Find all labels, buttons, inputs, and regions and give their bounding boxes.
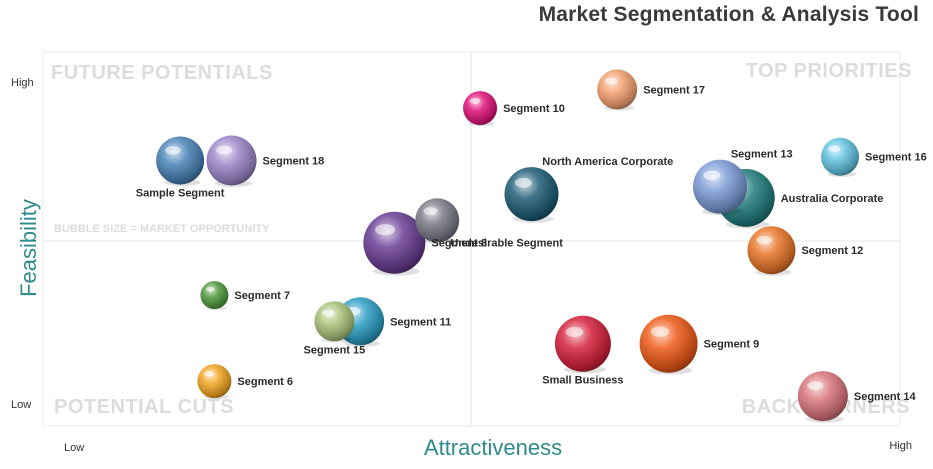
bubble-segment-18[interactable] xyxy=(206,135,257,187)
x-tick-high: High xyxy=(889,440,912,452)
bubble-circle[interactable] xyxy=(821,137,860,176)
bubble-segment-6[interactable] xyxy=(197,364,232,400)
bubble-circle[interactable] xyxy=(693,159,748,214)
bubble-highlight xyxy=(423,207,438,216)
bubble-segment-12[interactable] xyxy=(747,226,796,276)
bubble-label: Sample Segment xyxy=(136,187,225,199)
bubble-label: Segment 17 xyxy=(643,84,705,96)
bubble-segment-13[interactable] xyxy=(693,159,748,216)
bubble-circle[interactable] xyxy=(747,226,796,275)
bubble-highlight xyxy=(604,77,618,85)
bubble-highlight xyxy=(650,326,670,337)
bubble-circle[interactable] xyxy=(639,314,698,373)
bubble-label: Segment 7 xyxy=(234,290,290,302)
y-axis-label: Feasibility xyxy=(16,199,41,297)
bubble-label: Small Business xyxy=(542,375,623,387)
quadrant-label-top-left: FUTURE POTENTIALS xyxy=(51,62,273,84)
y-tick-high: High xyxy=(11,77,34,89)
bubble-sample-segment[interactable] xyxy=(156,136,205,186)
x-tick-low: Low xyxy=(64,442,84,454)
bubble-highlight xyxy=(828,145,841,153)
bubble-circle[interactable] xyxy=(200,281,229,310)
bubble-circle[interactable] xyxy=(504,167,559,222)
bubble-label: Segment 8 xyxy=(431,238,487,250)
bubble-highlight xyxy=(807,381,824,391)
bubble-north-america-corporate[interactable] xyxy=(504,167,559,223)
bubble-highlight xyxy=(205,286,215,292)
bubble-label: Segment 13 xyxy=(731,149,793,161)
bubble-segment-8[interactable] xyxy=(363,211,426,276)
bubble-highlight xyxy=(756,235,772,245)
bubble-circle[interactable] xyxy=(156,136,205,185)
bubble-highlight xyxy=(203,370,215,378)
bubble-highlight xyxy=(165,146,181,155)
bubble-label: North America Corporate xyxy=(542,156,673,168)
bubble-label: Segment 6 xyxy=(237,376,293,388)
bubble-label: Segment 11 xyxy=(390,316,451,328)
bubble-circle[interactable] xyxy=(463,91,498,126)
bubble-circle[interactable] xyxy=(197,364,232,399)
bubble-label: Segment 15 xyxy=(304,344,366,356)
bubble-circle[interactable] xyxy=(206,135,257,186)
bubble-highlight xyxy=(703,170,721,181)
bubble-size-note: BUBBLE SIZE = MARKET OPPORTUNITY xyxy=(54,223,270,235)
quadrant-label-top-right: TOP PRIORITIES xyxy=(746,60,912,82)
quadrant-label-bottom-left: POTENTIAL CUTS xyxy=(54,396,234,418)
bubble-undesirable-segment[interactable] xyxy=(415,198,460,244)
bubble-segment-9[interactable] xyxy=(639,314,698,375)
bubble-segment-7[interactable] xyxy=(200,281,229,310)
bubble-label: Segment 10 xyxy=(503,103,565,115)
bubble-segment-16[interactable] xyxy=(821,137,860,177)
bubble-label: Segment 14 xyxy=(854,391,917,403)
bubble-circle[interactable] xyxy=(797,371,848,422)
y-tick-low: Low xyxy=(11,399,31,411)
bubble-segment-10[interactable] xyxy=(463,91,498,127)
bubble-label: Segment 18 xyxy=(263,155,325,167)
bubble-label: Segment 9 xyxy=(704,339,760,351)
bubble-segment-14[interactable] xyxy=(797,371,848,423)
bubble-circle[interactable] xyxy=(597,69,638,110)
bubble-label: Segment 16 xyxy=(865,152,927,164)
x-axis-label: Attractiveness xyxy=(424,435,562,460)
bubble-circle[interactable] xyxy=(314,301,355,342)
bubble-circle[interactable] xyxy=(554,315,611,372)
bubble-highlight xyxy=(321,309,335,317)
bubble-highlight xyxy=(216,145,233,155)
bubble-highlight xyxy=(514,177,533,188)
bubble-highlight xyxy=(565,326,584,337)
bubble-circle[interactable] xyxy=(415,198,460,243)
bubble-label: Segment 12 xyxy=(801,245,863,257)
bubble-highlight xyxy=(469,97,481,105)
bubble-small-business[interactable] xyxy=(554,315,611,374)
bubble-segment-15[interactable] xyxy=(314,301,355,343)
bubble-label: Australia Corporate xyxy=(781,193,884,205)
bubble-highlight xyxy=(375,224,395,236)
bubble-segment-17[interactable] xyxy=(597,69,638,111)
bubbles-layer: Segment 10 Segment 17 Segment 18 Sample Seg… xyxy=(136,69,927,423)
chart-title: Market Segmentation & Analysis Tool xyxy=(538,3,919,26)
bubble-label: Undesirable Segment xyxy=(450,237,563,249)
